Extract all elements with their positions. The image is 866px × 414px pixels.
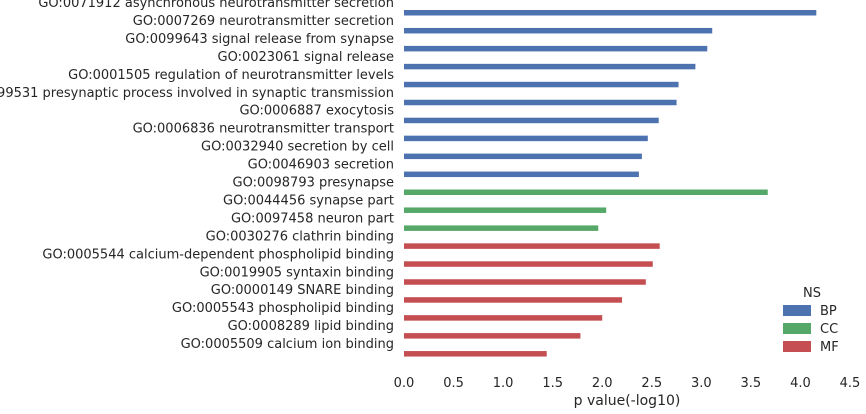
bar-mf bbox=[404, 333, 581, 339]
category-label: GO:0097458 neuron part bbox=[231, 211, 394, 226]
x-axis-title: p value(-log10) bbox=[574, 393, 681, 409]
x-axis-ticks: 0.0 0.5 1.0 1.5 2.0 2.5 3.0 3.5 4.0 4.5 bbox=[394, 376, 861, 391]
category-label: GO:0006836 neurotransmitter transport bbox=[133, 122, 394, 137]
category-label: GO:0046903 secretion bbox=[248, 158, 394, 173]
bar-bp bbox=[404, 27, 713, 34]
bar-bp bbox=[404, 99, 677, 106]
category-label: GO:0000149 SNARE binding bbox=[211, 283, 394, 298]
legend-title: NS bbox=[803, 286, 821, 301]
x-tick-label: 4.0 bbox=[790, 376, 811, 391]
bar-mf bbox=[404, 351, 547, 357]
x-tick-label: 1.5 bbox=[542, 376, 563, 391]
bar-bp bbox=[404, 117, 659, 124]
bar-mf bbox=[404, 315, 603, 321]
category-label: GO:0030276 clathrin binding bbox=[206, 229, 394, 244]
category-label: GO:0005543 phospholipid binding bbox=[172, 301, 394, 316]
legend-swatch-mf bbox=[783, 341, 811, 352]
x-tick-label: 3.5 bbox=[741, 376, 762, 391]
category-label: GO:0005509 calcium ion binding bbox=[181, 337, 394, 352]
category-label: GO:0099643 signal release from synapse bbox=[125, 32, 394, 47]
bar-bp bbox=[404, 171, 639, 178]
bar-bp bbox=[404, 10, 817, 16]
x-tick-label: 3.0 bbox=[691, 376, 712, 391]
category-label: GO:0098793 presynapse bbox=[233, 176, 395, 191]
bars-group bbox=[404, 10, 817, 357]
bar-bp bbox=[404, 81, 679, 88]
x-tick-label: 0.0 bbox=[394, 376, 415, 391]
category-label: GO:0001505 regulation of neurotransmitte… bbox=[68, 68, 394, 83]
category-label: GO:0019905 syntaxin binding bbox=[200, 265, 394, 280]
bar-cc bbox=[404, 189, 768, 195]
category-label: GO:0005544 calcium-dependent phospholipi… bbox=[42, 247, 394, 262]
category-label: GO:0032940 secretion by cell bbox=[201, 140, 394, 155]
category-label: GO:0023061 signal release bbox=[218, 50, 394, 65]
bar-bp bbox=[404, 45, 708, 52]
category-label: GO:0071912 asynchronous neurotransmitter… bbox=[38, 0, 394, 11]
legend-label-mf: MF bbox=[820, 340, 839, 355]
bar-bp bbox=[404, 63, 696, 70]
category-label: GO:0099531 presynaptic process involved … bbox=[0, 86, 394, 101]
legend-swatch-cc bbox=[783, 323, 811, 334]
bar-cc bbox=[404, 207, 607, 213]
bar-mf bbox=[404, 297, 623, 303]
category-label: GO:0006887 exocytosis bbox=[239, 104, 394, 119]
x-tick-label: 2.0 bbox=[592, 376, 613, 391]
x-tick-label: 1.0 bbox=[493, 376, 514, 391]
x-tick-label: 4.5 bbox=[840, 376, 861, 391]
legend: NS BP CC MF bbox=[783, 286, 839, 355]
category-labels: GO:0071912 asynchronous neurotransmitter… bbox=[0, 0, 394, 352]
legend-label-cc: CC bbox=[820, 322, 838, 337]
category-label: GO:0044456 synapse part bbox=[223, 193, 394, 208]
bar-mf bbox=[404, 243, 660, 249]
legend-swatch-bp bbox=[783, 305, 811, 316]
category-label: GO:0007269 neurotransmitter secretion bbox=[133, 14, 394, 29]
bar-mf bbox=[404, 261, 653, 267]
bar-cc bbox=[404, 225, 599, 231]
bar-mf bbox=[404, 279, 646, 285]
x-tick-label: 2.5 bbox=[641, 376, 662, 391]
legend-label-bp: BP bbox=[820, 304, 837, 319]
bar-bp bbox=[404, 153, 642, 160]
bar-bp bbox=[404, 135, 648, 142]
category-label: GO:0008289 lipid binding bbox=[228, 319, 394, 334]
x-tick-label: 0.5 bbox=[443, 376, 464, 391]
